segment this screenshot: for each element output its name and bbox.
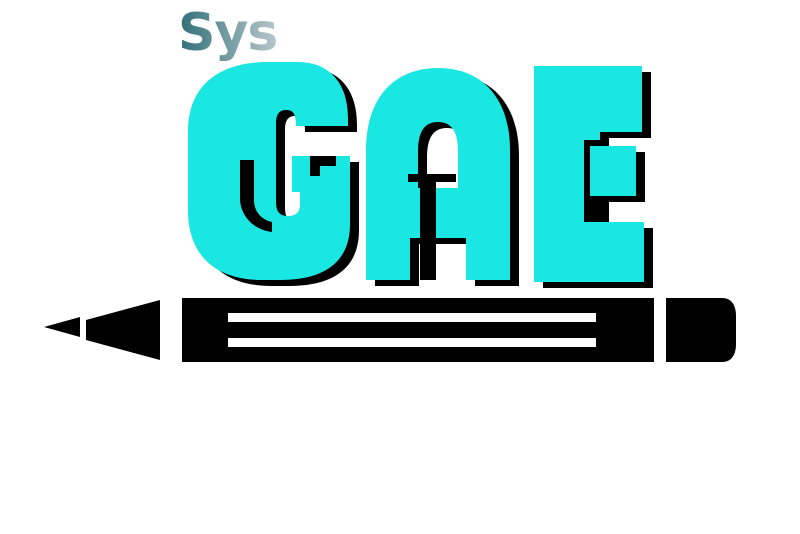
pencil-icon: [44, 298, 736, 362]
wordmark-letter-g: [188, 62, 359, 286]
wordmark-letter-a: [366, 68, 519, 286]
pencil-tip: [44, 317, 80, 337]
logo-prefix: Sys: [178, 3, 277, 63]
pencil-cone: [86, 300, 160, 360]
wordmark-letter-e: [534, 66, 653, 288]
pencil-eraser: [666, 298, 736, 362]
logo-wordmark: [188, 62, 653, 288]
pencil-body: [182, 298, 654, 362]
